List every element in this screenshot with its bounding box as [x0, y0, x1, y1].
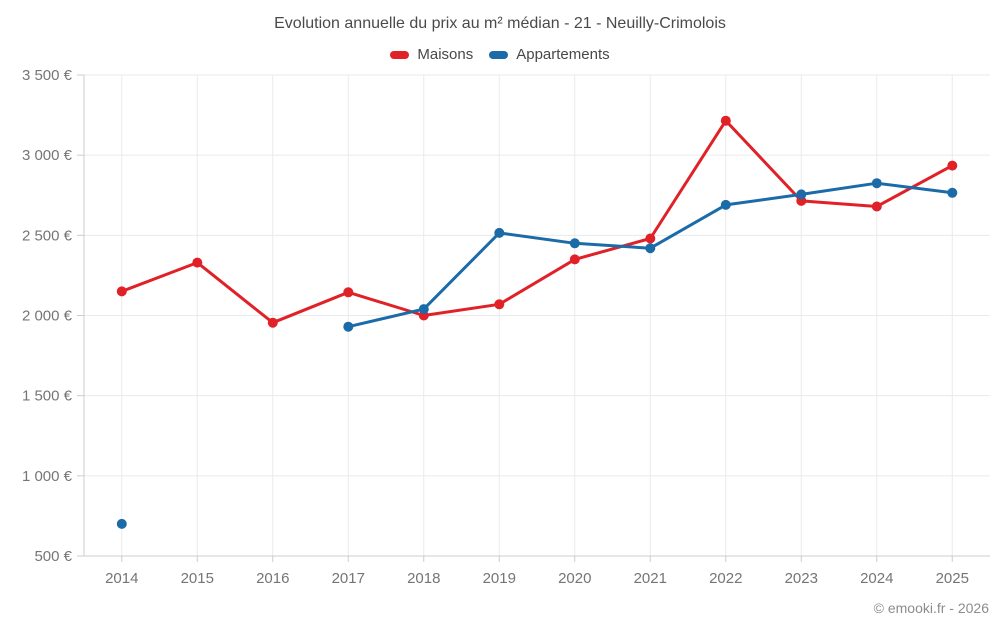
y-tick-label: 500 € [34, 548, 72, 565]
legend-item-appartements[interactable]: Appartements [489, 46, 610, 63]
series-line-maisons [120, 119, 954, 325]
x-tick-label: 2021 [634, 570, 667, 587]
copyright-text: © emooki.fr - 2026 [873, 600, 989, 616]
x-tick-label: 2014 [105, 570, 138, 587]
legend-label-appartements: Appartements [516, 46, 610, 63]
data-point-appartements-2017[interactable] [343, 321, 354, 332]
x-tick-label: 2020 [558, 570, 591, 587]
data-point-appartements-2021[interactable] [645, 243, 656, 254]
data-point-maisons-2015[interactable] [192, 257, 203, 268]
y-tick-label: 3 000 € [22, 147, 73, 164]
y-tick-label: 3 500 € [22, 67, 73, 84]
legend-swatch-appartements [489, 50, 509, 59]
data-point-maisons-2025[interactable] [947, 160, 958, 171]
x-tick-label: 2018 [407, 570, 440, 587]
legend-item-maisons[interactable]: Maisons [390, 46, 473, 63]
data-point-maisons-2022[interactable] [720, 115, 731, 126]
data-point-appartements-2023[interactable] [796, 189, 807, 200]
data-point-appartements-2020[interactable] [569, 238, 580, 249]
x-tick-label: 2015 [181, 570, 214, 587]
data-point-maisons-2019[interactable] [494, 299, 505, 310]
data-point-appartements-2019[interactable] [494, 227, 505, 238]
data-point-appartements-2022[interactable] [720, 199, 731, 210]
data-point-maisons-2020[interactable] [569, 254, 580, 265]
data-point-appartements-2025[interactable] [947, 187, 958, 198]
x-tick-label: 2019 [483, 570, 516, 587]
chart-title: Evolution annuelle du prix au m² médian … [274, 15, 726, 32]
x-tick-label: 2023 [785, 570, 818, 587]
data-point-appartements-2024[interactable] [871, 178, 882, 189]
y-tick-label: 1 500 € [22, 388, 73, 405]
x-tick-label: 2017 [332, 570, 365, 587]
y-tick-label: 2 500 € [22, 227, 73, 244]
x-tick-label: 2016 [256, 570, 289, 587]
data-point-maisons-2017[interactable] [343, 287, 354, 298]
data-point-maisons-2016[interactable] [267, 317, 278, 328]
data-point-maisons-2021[interactable] [645, 233, 656, 244]
y-tick-label: 1 000 € [22, 468, 73, 485]
y-tick-label: 2 000 € [22, 308, 73, 325]
data-point-appartements-2018[interactable] [418, 304, 429, 315]
data-point-maisons-2024[interactable] [871, 201, 882, 212]
legend-swatch-maisons [390, 50, 410, 59]
x-tick-label: 2025 [936, 570, 969, 587]
data-point-appartements-2014[interactable] [116, 518, 127, 529]
data-point-maisons-2014[interactable] [116, 286, 127, 297]
x-tick-label: 2022 [709, 570, 742, 587]
legend-label-maisons: Maisons [417, 46, 474, 63]
x-tick-label: 2024 [860, 570, 893, 587]
chart-legend: Maisons Appartements [0, 46, 1000, 63]
